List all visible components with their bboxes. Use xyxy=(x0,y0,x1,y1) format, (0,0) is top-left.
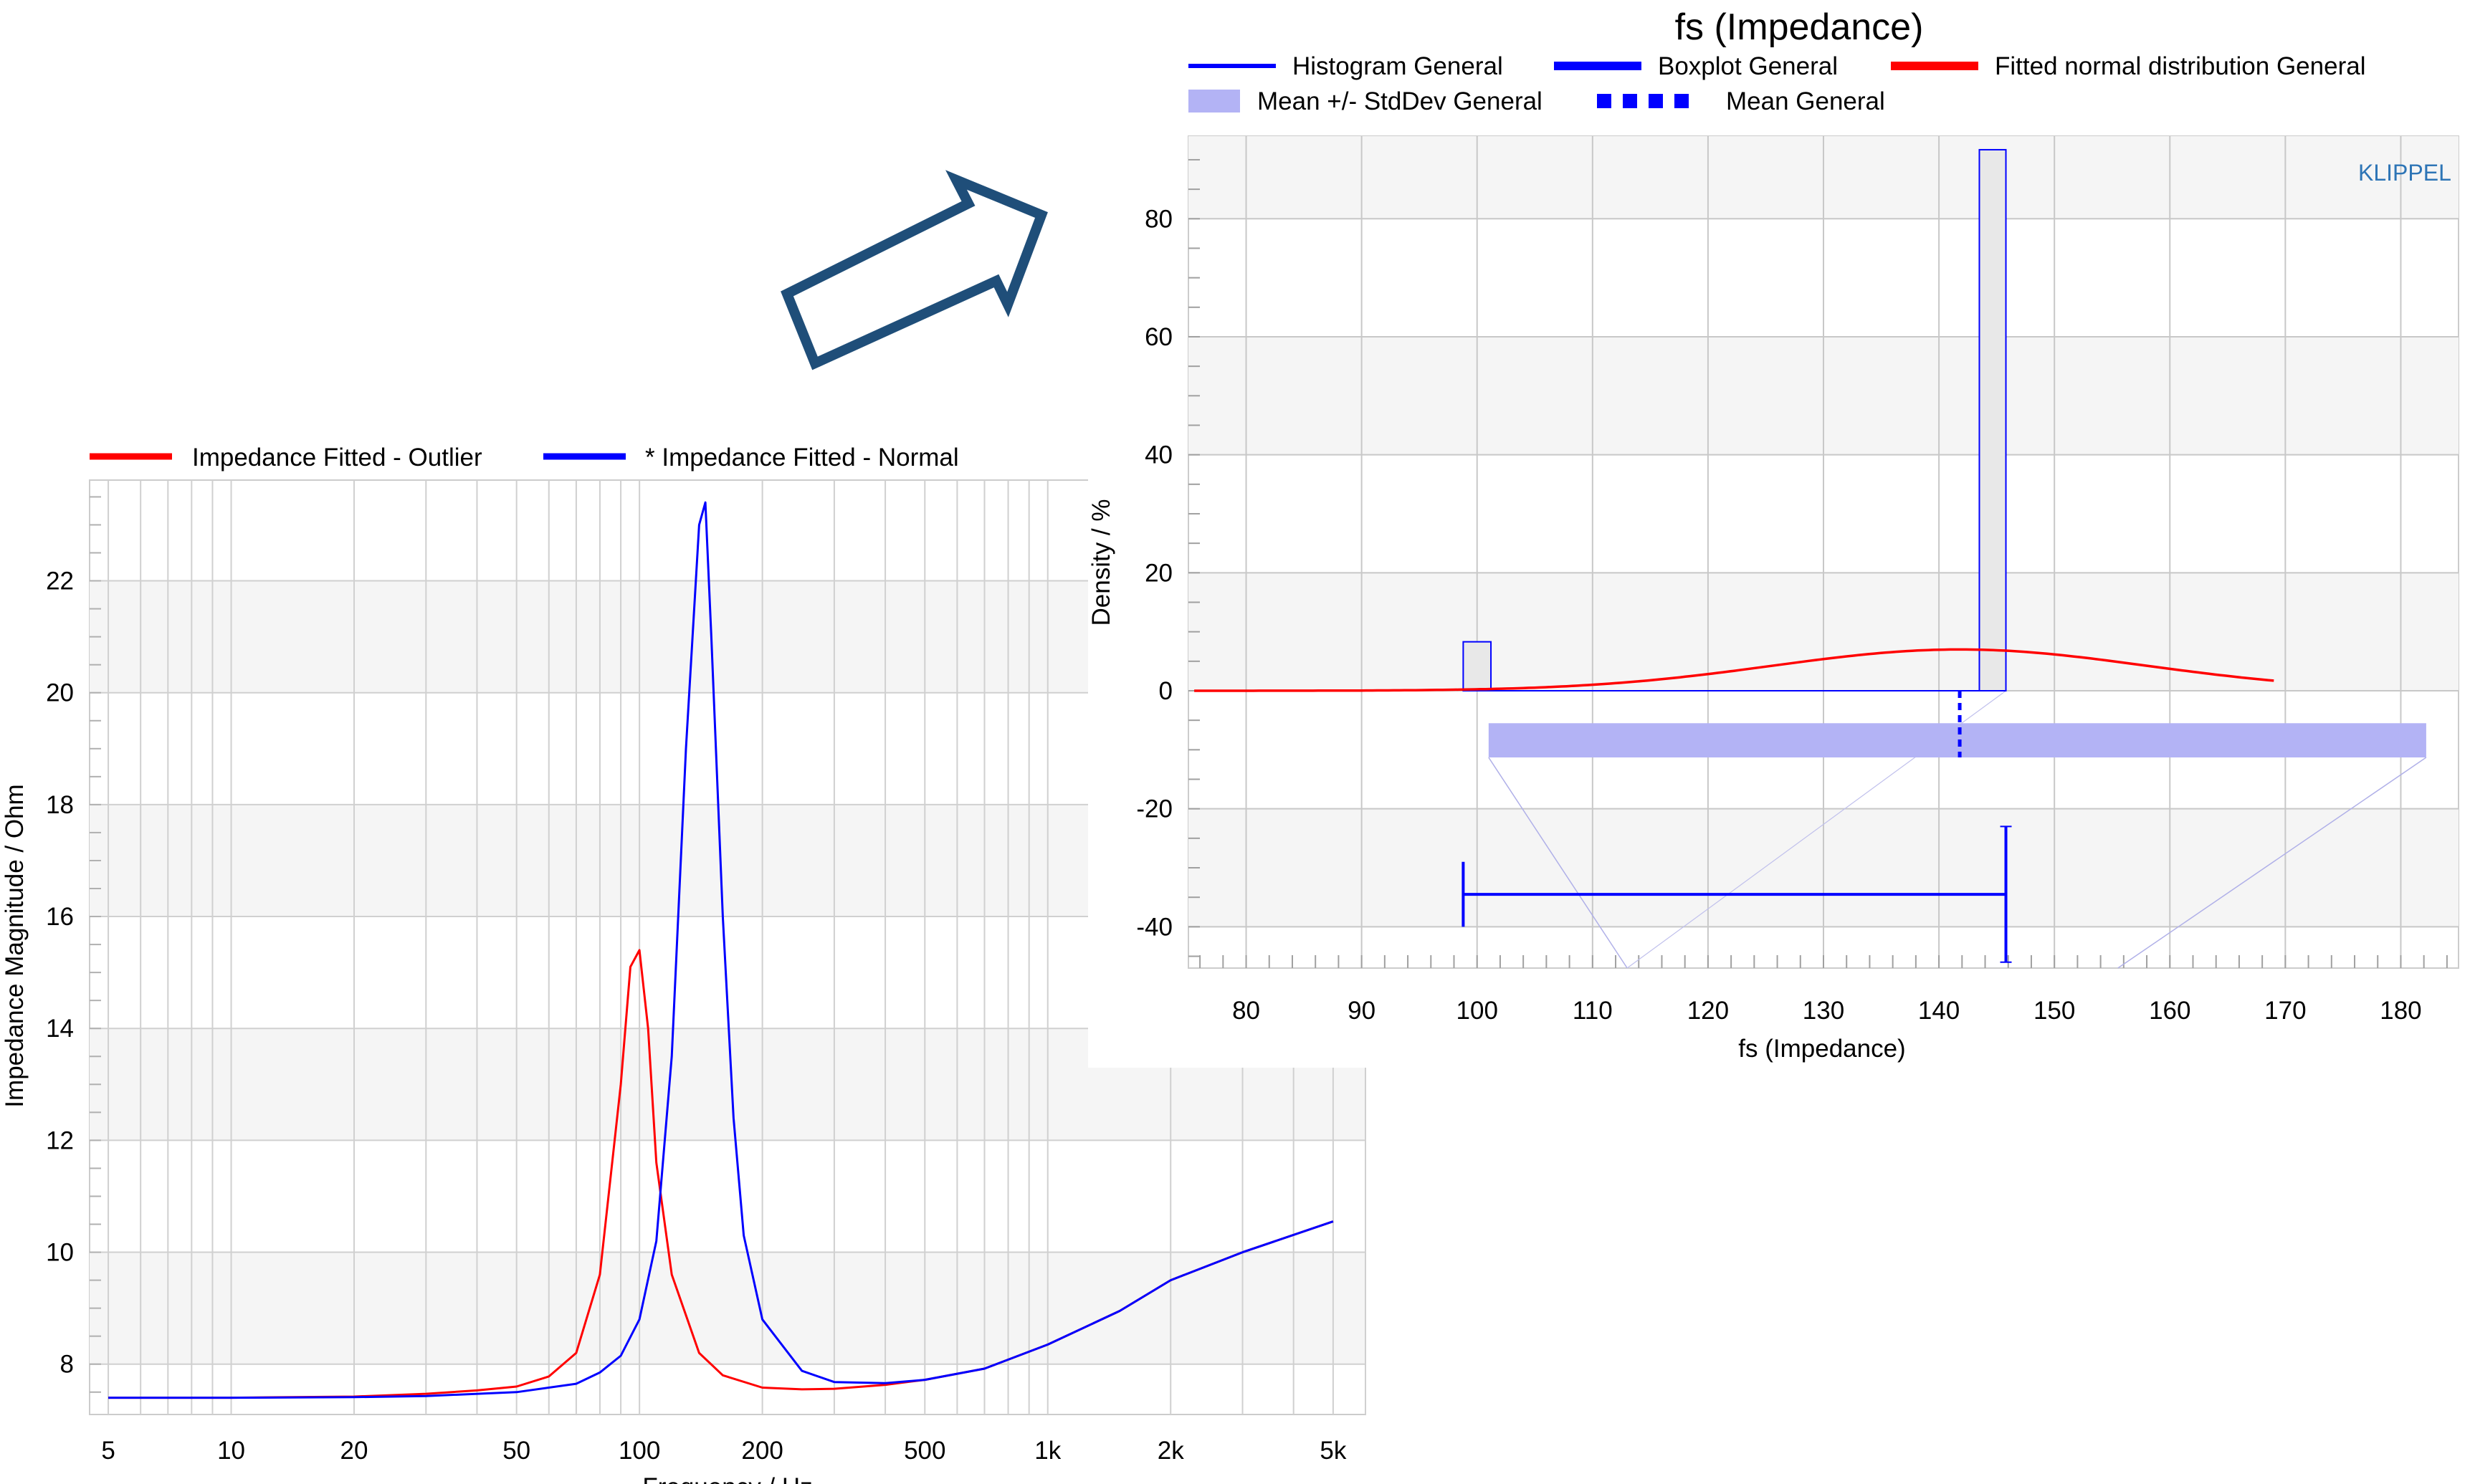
x-tick-label: 10 xyxy=(217,1437,245,1465)
y-tick-label: 20 xyxy=(46,679,74,707)
y-tick-label: 40 xyxy=(1145,441,1173,469)
series-line-normal xyxy=(108,501,1334,1399)
fs-x-axis-label: fs (Impedance) xyxy=(1738,1035,1905,1063)
legend-item-histogram-general: Histogram General xyxy=(1188,52,1503,80)
y-tick-label: 20 xyxy=(1145,559,1173,587)
y-tick-label: 14 xyxy=(46,1015,74,1043)
x-tick-label: 170 xyxy=(2264,997,2306,1025)
legend-label: Boxplot General xyxy=(1658,52,1838,80)
legend-item-mean-general: Mean General xyxy=(1597,87,1885,115)
legend-swatch xyxy=(1649,94,1663,108)
y-tick-label: -20 xyxy=(1136,795,1173,823)
fs-tick-labels: 80 90 100 110 120 130 140 150 160 170 180 -40 -20 0 20… xyxy=(1136,205,2421,1025)
x-tick-label: 180 xyxy=(2380,997,2421,1025)
x-tick-label: 150 xyxy=(2033,997,2075,1025)
arrow-right-up-icon xyxy=(781,170,1048,370)
x-tick-label: 200 xyxy=(741,1437,783,1465)
projection-line xyxy=(1488,757,1628,969)
x-tick-label: 1k xyxy=(1034,1437,1061,1465)
legend-label: Fitted normal distribution General xyxy=(1995,52,2365,80)
y-tick-label: 16 xyxy=(46,903,74,931)
x-tick-label: 90 xyxy=(1348,997,1375,1025)
impedance-legend: Impedance Fitted - Outlier * Impedance F… xyxy=(90,444,959,471)
legend-swatch xyxy=(1188,90,1240,113)
fs-histogram-chart: fs (Impedance) Histogram General Boxplot … xyxy=(1087,0,2470,1068)
histogram-bar xyxy=(1978,148,2007,691)
x-tick-label: 20 xyxy=(340,1437,368,1465)
legend-item-fitted-normal-distribution-general: Fitted normal distribution General xyxy=(1891,52,2365,80)
background-band xyxy=(90,1252,1365,1364)
impedance-x-axis-label: Frequency / Hz xyxy=(642,1473,812,1484)
impedance-y-axis-label: Impedance Magnitude / Ohm xyxy=(1,784,29,1107)
x-tick-label: 50 xyxy=(502,1437,530,1465)
x-tick-label: 160 xyxy=(2149,997,2190,1025)
y-tick-label: 12 xyxy=(46,1126,74,1154)
legend-swatch xyxy=(1674,94,1689,108)
impedance-series xyxy=(108,501,1334,1399)
histogram-bar xyxy=(1462,641,1492,692)
fs-marks xyxy=(1194,148,2427,969)
x-tick-label: 5k xyxy=(1320,1437,1346,1465)
x-tick-label: 120 xyxy=(1687,997,1729,1025)
x-tick-label: 110 xyxy=(1573,997,1613,1025)
legend-label: Mean +/- StdDev General xyxy=(1257,87,1542,115)
legend-item-boxplot-general: Boxplot General xyxy=(1554,52,1838,80)
legend-label: Mean General xyxy=(1726,87,1885,115)
legend-label-outlier: Impedance Fitted - Outlier xyxy=(192,444,482,471)
y-tick-label: 0 xyxy=(1159,677,1173,705)
legend-swatch xyxy=(1597,94,1611,108)
x-tick-label: 5 xyxy=(101,1437,115,1465)
y-tick-label: 80 xyxy=(1145,205,1173,233)
x-tick-label: 140 xyxy=(1918,997,1960,1025)
legend-item-mean-stddev-general: Mean +/- StdDev General xyxy=(1188,87,1542,115)
x-tick-label: 500 xyxy=(904,1437,945,1465)
mean-stddev-band xyxy=(1488,723,2426,758)
legend-label: Histogram General xyxy=(1292,52,1503,80)
projection-line xyxy=(2117,757,2427,969)
impedance-tick-labels: 5 10 20 50 100 200 500 1k 2k 5k 8 10 12 14 16 18 20 22 xyxy=(46,568,1347,1465)
legend-swatch xyxy=(1623,94,1637,108)
fs-chart-title: fs (Impedance) xyxy=(1675,6,1924,48)
x-tick-label: 130 xyxy=(1803,997,1844,1025)
klippel-watermark: KLIPPEL xyxy=(2358,160,2451,186)
y-tick-label: 60 xyxy=(1145,323,1173,351)
fs-grid xyxy=(1188,136,2459,968)
y-tick-label: 10 xyxy=(46,1239,74,1267)
x-tick-label: 100 xyxy=(1456,997,1498,1025)
y-tick-label: -40 xyxy=(1136,913,1173,941)
y-tick-label: 8 xyxy=(60,1351,74,1379)
fs-legend: Histogram General Boxplot General Fitted n… xyxy=(1188,52,2365,115)
fitted-normal-curve xyxy=(1194,648,2274,692)
y-tick-label: 22 xyxy=(46,568,74,595)
x-tick-label: 80 xyxy=(1232,997,1260,1025)
y-tick-label: 18 xyxy=(46,791,74,819)
fs-y-axis-label: Density / % xyxy=(1087,499,1115,626)
legend-label-normal: * Impedance Fitted - Normal xyxy=(645,444,959,471)
x-tick-label: 2k xyxy=(1158,1437,1184,1465)
x-tick-label: 100 xyxy=(619,1437,660,1465)
